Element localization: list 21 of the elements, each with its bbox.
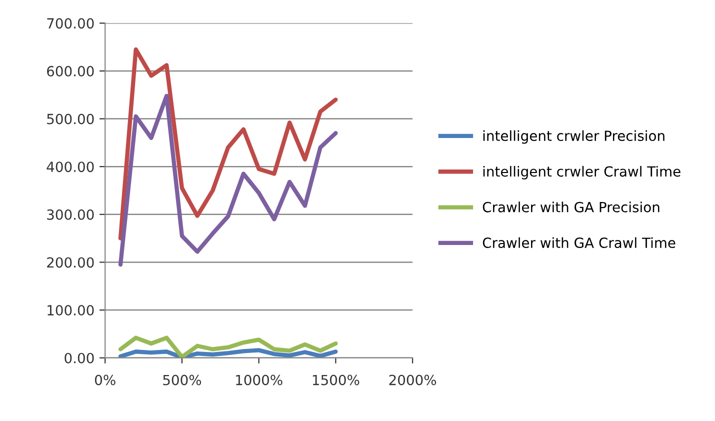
line-series [118,47,338,240]
x-tick-label: 0% [95,374,116,386]
x-tick-label: 1500% [312,374,360,386]
legend-label: Crawler with GA Precision [482,202,660,212]
y-tick-label: 300.00 [47,209,94,220]
line-series [118,94,338,267]
y-tick-label: 400.00 [46,162,94,172]
x-tick-label: 1000% [236,374,282,386]
x-tick-label: 500% [163,374,202,386]
y-tick-label: 100.00 [48,305,94,316]
y-tick-label: 600.00 [47,66,94,76]
y-tick-label: 500.00 [47,114,94,124]
legend-label: intelligent crwler Precision [483,130,664,144]
legend-label: Crawler with GA Crawl Time [482,237,676,248]
legend-label: intelligent crwler Crawl Time [483,166,680,180]
y-tick-label: 700.00 [47,18,94,29]
x-tick-label: 2000% [389,374,436,386]
line-series [118,336,338,358]
line-series [118,348,338,358]
y-tick-label: 200.00 [47,257,94,268]
y-tick-label: 0.00 [64,352,94,364]
